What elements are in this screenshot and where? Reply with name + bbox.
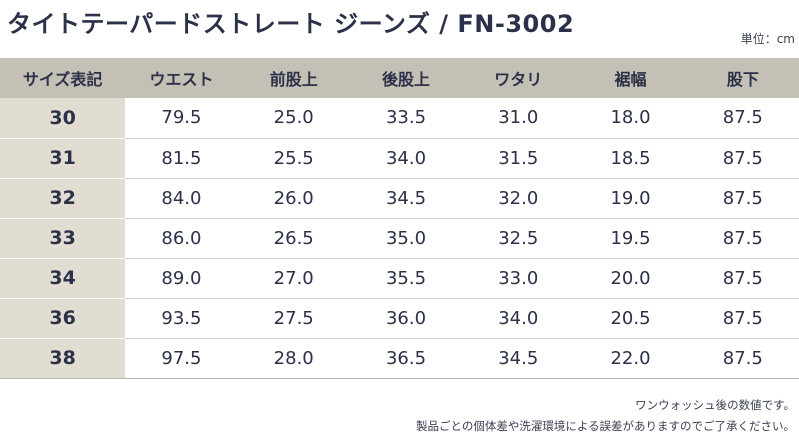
size-cell: 36 (0, 298, 126, 339)
notes: ワンウォッシュ後の数値です。 製品ごとの個体差や洗濯環境による誤差がありますので… (416, 395, 795, 436)
table-row: 34 89.0 27.0 35.5 33.0 20.0 87.5 (0, 258, 799, 299)
size-cell: 30 (0, 98, 126, 139)
table-row: 31 81.5 25.5 34.0 31.5 18.5 87.5 (0, 138, 799, 179)
table-body: 30 79.5 25.0 33.5 31.0 18.0 87.5 31 81.5 25.5 34.0… (0, 98, 799, 379)
measurement-cell: 27.0 (237, 258, 350, 299)
measurement-cell: 18.0 (574, 98, 687, 139)
note-line: ワンウォッシュ後の数値です。 (635, 398, 795, 412)
measurement-cell: 93.5 (125, 298, 238, 339)
measurement-cell: 87.5 (686, 138, 799, 179)
measurement-cell: 79.5 (125, 98, 238, 139)
table-row: 32 84.0 26.0 34.5 32.0 19.0 87.5 (0, 178, 799, 219)
measurement-cell: 81.5 (125, 138, 238, 179)
size-table: サイズ表記 ウエスト 前股上 後股上 ワタリ 裾幅 股下 30 79.5 25.0 3… (0, 58, 799, 379)
measurement-cell: 35.0 (349, 218, 463, 259)
measurement-cell: 25.5 (237, 138, 350, 179)
unit-label: 単位：cm (740, 32, 795, 46)
size-cell: 32 (0, 178, 126, 219)
size-cell: 34 (0, 258, 126, 299)
measurement-cell: 36.0 (349, 298, 463, 339)
size-cell: 38 (0, 338, 126, 379)
table-row: 36 93.5 27.5 36.0 34.0 20.5 87.5 (0, 298, 799, 339)
measurement-cell: 87.5 (686, 178, 799, 219)
size-cell: 33 (0, 218, 126, 259)
measurement-cell: 97.5 (125, 338, 238, 379)
measurement-cell: 26.0 (237, 178, 350, 219)
measurement-cell: 34.5 (462, 338, 575, 379)
header-front-rise: 前股上 (237, 58, 350, 98)
measurement-cell: 32.5 (462, 218, 575, 259)
header-waist: ウエスト (125, 58, 238, 98)
measurement-cell: 35.5 (349, 258, 463, 299)
header-hem-width: 裾幅 (574, 58, 687, 98)
measurement-cell: 25.0 (237, 98, 350, 139)
measurement-cell: 34.5 (349, 178, 463, 219)
size-cell: 31 (0, 138, 126, 179)
measurement-cell: 87.5 (686, 298, 799, 339)
header-back-rise: 後股上 (349, 58, 463, 98)
measurement-cell: 87.5 (686, 258, 799, 299)
measurement-cell: 36.5 (349, 338, 463, 379)
note-line: 製品ごとの個体差や洗濯環境による誤差がありますのでご了承ください。 (415, 419, 795, 433)
measurement-cell: 31.0 (462, 98, 575, 139)
table-header-row: サイズ表記 ウエスト 前股上 後股上 ワタリ 裾幅 股下 (0, 58, 799, 98)
measurement-cell: 27.5 (237, 298, 350, 339)
measurement-cell: 84.0 (125, 178, 238, 219)
header-inseam: 股下 (686, 58, 799, 98)
header-size: サイズ表記 (0, 58, 126, 98)
measurement-cell: 31.5 (462, 138, 575, 179)
measurement-cell: 20.5 (574, 298, 687, 339)
measurement-cell: 28.0 (237, 338, 350, 379)
measurement-cell: 87.5 (686, 338, 799, 379)
header-thigh: ワタリ (462, 58, 575, 98)
measurement-cell: 34.0 (462, 298, 575, 339)
measurement-cell: 32.0 (462, 178, 575, 219)
measurement-cell: 19.5 (574, 218, 687, 259)
measurement-cell: 87.5 (686, 218, 799, 259)
measurement-cell: 22.0 (574, 338, 687, 379)
measurement-cell: 33.0 (462, 258, 575, 299)
measurement-cell: 89.0 (125, 258, 238, 299)
measurement-cell: 20.0 (574, 258, 687, 299)
measurement-cell: 26.5 (237, 218, 350, 259)
table-row: 30 79.5 25.0 33.5 31.0 18.0 87.5 (0, 98, 799, 139)
table-row: 33 86.0 26.5 35.0 32.5 19.5 87.5 (0, 218, 799, 259)
page-title: タイトテーパードストレート ジーンズ / FN-3002 (7, 10, 575, 38)
measurement-cell: 33.5 (349, 98, 463, 139)
measurement-cell: 86.0 (125, 218, 238, 259)
measurement-cell: 87.5 (686, 98, 799, 139)
measurement-cell: 34.0 (349, 138, 463, 179)
measurement-cell: 18.5 (574, 138, 687, 179)
measurement-cell: 19.0 (574, 178, 687, 219)
table-row: 38 97.5 28.0 36.5 34.5 22.0 87.5 (0, 338, 799, 379)
